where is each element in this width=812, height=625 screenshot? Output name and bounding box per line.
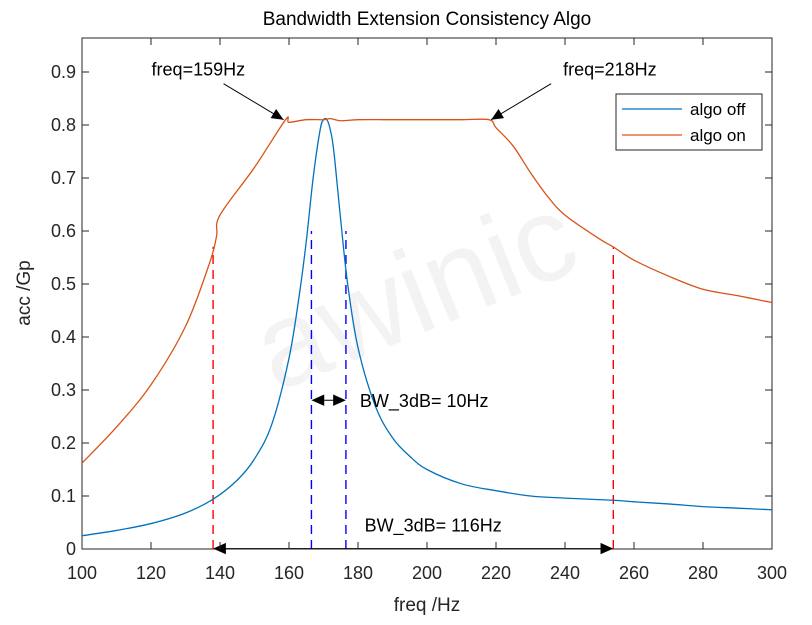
x-tick-label-180: 180 (343, 563, 373, 583)
x-axis-label: freq /Hz (394, 595, 461, 616)
x-tick-label-160: 160 (274, 563, 304, 583)
legend-box (615, 93, 763, 151)
span-arrowhead-left-2 (311, 394, 325, 406)
chart-title: Bandwidth Extension Consistency Algo (263, 9, 591, 30)
span-label-3: BW_3dB= 116Hz (365, 516, 502, 537)
x-tick-label-240: 240 (550, 563, 580, 583)
legend-label-algo-off: algo off (690, 100, 746, 119)
x-tick-label-280: 280 (688, 563, 718, 583)
annotation-arrowhead-1 (491, 109, 505, 120)
y-tick-label-0-8: 0.8 (51, 115, 76, 135)
y-tick-label-0-9: 0.9 (51, 62, 76, 82)
legend-label-algo-on: algo on (690, 126, 746, 145)
annotation-label-1: freq=218Hz (563, 60, 657, 80)
y-tick-label-0-1: 0.1 (51, 486, 76, 506)
x-tick-label-140: 140 (205, 563, 235, 583)
legend: algo off algo on (615, 93, 763, 151)
y-axis-label: acc /Gp (14, 260, 35, 325)
span-arrowhead-right-3 (600, 542, 614, 555)
y-tick-label-0-7: 0.7 (51, 168, 76, 188)
x-tick-label-100: 100 (67, 563, 97, 583)
y-tick-label-0-6: 0.6 (51, 221, 76, 241)
annotation-label-0: freq=159Hz (152, 60, 246, 80)
y-tick-label-0-5: 0.5 (51, 274, 76, 294)
ticks-layer: 100 120 140 160 180 200 220 240 260 280 300 0 0.1 0.2… (51, 38, 787, 583)
x-tick-label-120: 120 (136, 563, 166, 583)
y-tick-label-0-4: 0.4 (51, 327, 76, 347)
x-tick-label-220: 220 (481, 563, 511, 583)
series-line-algo-off (81, 117, 773, 537)
y-tick-label-0-2: 0.2 (51, 433, 76, 453)
span-arrowhead-right-2 (333, 394, 346, 406)
span-label-2: BW_3dB= 10Hz (360, 391, 489, 412)
y-tick-label-0: 0 (66, 539, 76, 559)
series-layer (81, 116, 773, 537)
y-tick-label-0-3: 0.3 (51, 380, 76, 400)
x-tick-label-260: 260 (619, 563, 649, 583)
x-tick-label-200: 200 (412, 563, 442, 583)
annotations-layer: freq=159Hz freq=218Hz BW_3dB= 10Hz BW_3dB= … (152, 60, 657, 555)
span-arrowhead-left-3 (213, 542, 226, 555)
x-tick-label-300: 300 (757, 563, 787, 583)
annotation-arrowhead-0 (270, 109, 284, 120)
series-line-algo-on (81, 116, 773, 464)
